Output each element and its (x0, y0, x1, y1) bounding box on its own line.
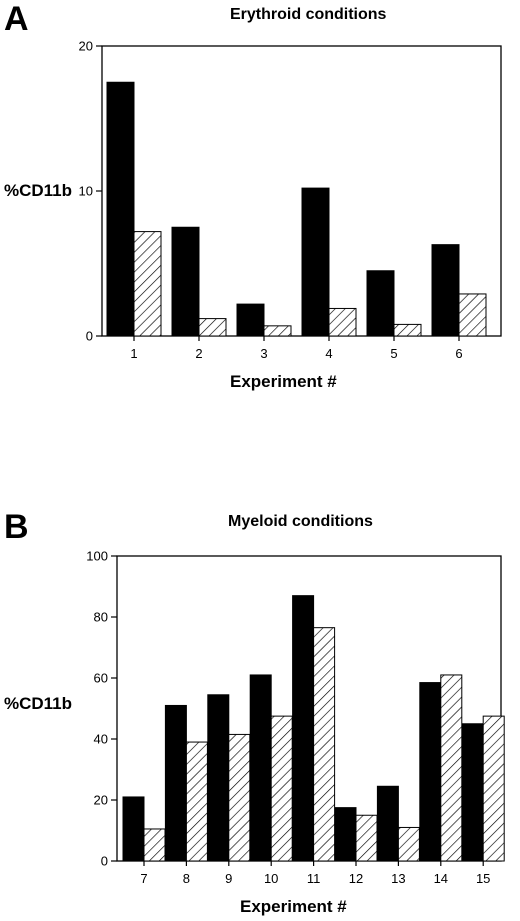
bar-hatched-a-6 (458, 293, 487, 337)
x-tick-label-a: 1 (130, 346, 137, 361)
bar-hatched-b-7 (143, 828, 166, 862)
x-tick-label-a: 3 (260, 346, 267, 361)
x-tick-label-b: 7 (140, 871, 147, 886)
bar-solid-b-7 (122, 796, 145, 862)
x-tick-label-b: 14 (434, 871, 448, 886)
x-tick-label-b: 13 (391, 871, 405, 886)
bar-solid-a-6 (431, 244, 460, 337)
bar-solid-a-1 (106, 81, 135, 337)
x-axis-label-b: Experiment # (240, 897, 347, 916)
chart-title-a: Erythroid conditions (230, 6, 387, 23)
bar-hatched-a-3 (263, 325, 292, 337)
bar-hatched-b-14 (440, 674, 463, 862)
bar-solid-b-11 (292, 595, 315, 862)
bar-solid-b-12 (334, 807, 357, 862)
y-tick-label-a: 10 (79, 184, 93, 199)
y-tick-label-a: 0 (86, 329, 93, 344)
bar-solid-b-14 (419, 682, 442, 862)
x-tick-label-b: 9 (225, 871, 232, 886)
x-tick-label-b: 15 (476, 871, 490, 886)
y-tick-label-b: 80 (94, 610, 108, 625)
x-tick-label-a: 2 (195, 346, 202, 361)
y-tick-label-b: 40 (94, 732, 108, 747)
bar-hatched-b-8 (185, 741, 208, 862)
x-axis-label-a: Experiment # (230, 372, 337, 391)
bar-hatched-a-2 (198, 318, 227, 337)
bar-solid-b-15 (461, 723, 484, 862)
panel-letter-b: B (4, 508, 29, 546)
bar-solid-b-8 (164, 704, 187, 862)
y-axis-label-a: %CD11b (4, 181, 73, 200)
bar-hatched-b-12 (355, 814, 378, 862)
bar-hatched-a-5 (393, 323, 422, 337)
chart-b: 0 20 40 60 80 100 7 8 9 10 11 12 13 14 15 (86, 549, 505, 886)
bar-solid-a-4 (301, 187, 330, 337)
chart-a: 0 10 20 1 2 3 4 5 6 (79, 39, 502, 361)
y-tick-label-b: 0 (101, 854, 108, 869)
bar-hatched-b-13 (397, 826, 420, 862)
x-tick-label-a: 6 (455, 346, 462, 361)
x-tick-label-a: 5 (390, 346, 397, 361)
bar-hatched-a-1 (133, 231, 162, 337)
bar-hatched-b-9 (228, 733, 251, 862)
bar-solid-a-2 (171, 226, 200, 337)
y-tick-label-a: 20 (79, 39, 93, 54)
bar-hatched-a-4 (328, 307, 357, 337)
bar-solid-b-9 (207, 694, 230, 862)
x-tick-label-b: 12 (349, 871, 363, 886)
bar-solid-b-10 (249, 674, 272, 862)
bar-hatched-b-10 (270, 715, 293, 862)
x-tick-label-b: 11 (307, 871, 321, 886)
x-tick-label-a: 4 (325, 346, 332, 361)
bar-solid-b-13 (376, 785, 399, 862)
y-tick-label-b: 60 (94, 671, 108, 686)
x-tick-label-b: 10 (264, 871, 278, 886)
chart-title-b: Myeloid conditions (228, 513, 373, 530)
bar-hatched-b-11 (313, 627, 336, 862)
panel-letter-a: A (4, 0, 29, 38)
y-tick-label-b: 100 (86, 549, 108, 564)
bar-solid-a-3 (236, 303, 265, 337)
bar-hatched-b-15 (482, 715, 505, 862)
bar-solid-a-5 (366, 270, 395, 337)
y-axis-label-b: %CD11b (4, 694, 73, 713)
y-tick-label-b: 20 (94, 793, 108, 808)
x-tick-label-b: 8 (183, 871, 190, 886)
